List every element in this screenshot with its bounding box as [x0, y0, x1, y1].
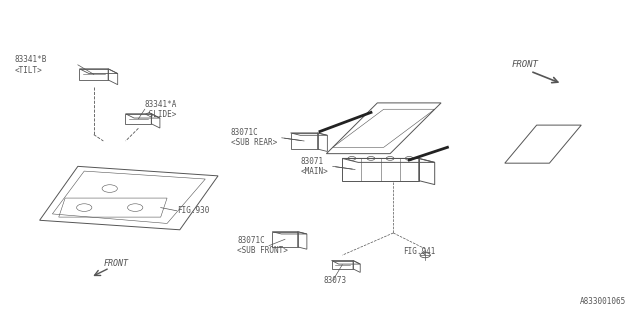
Text: FIG.941: FIG.941: [403, 247, 435, 257]
Text: 83341*A
<SLIDE>: 83341*A <SLIDE>: [145, 100, 177, 119]
Text: FIG.930: FIG.930: [177, 206, 209, 215]
Text: 83071C
<SUB REAR>: 83071C <SUB REAR>: [231, 128, 277, 148]
Text: 83341*B
<TILT>: 83341*B <TILT>: [14, 55, 47, 75]
Text: 83071
<MAIN>: 83071 <MAIN>: [301, 157, 328, 176]
Text: 83073: 83073: [323, 276, 346, 285]
Text: FRONT: FRONT: [103, 259, 129, 268]
Text: A833001065: A833001065: [580, 297, 626, 306]
Text: FRONT: FRONT: [511, 60, 538, 69]
Text: 83071C
<SUB FRONT>: 83071C <SUB FRONT>: [237, 236, 288, 255]
